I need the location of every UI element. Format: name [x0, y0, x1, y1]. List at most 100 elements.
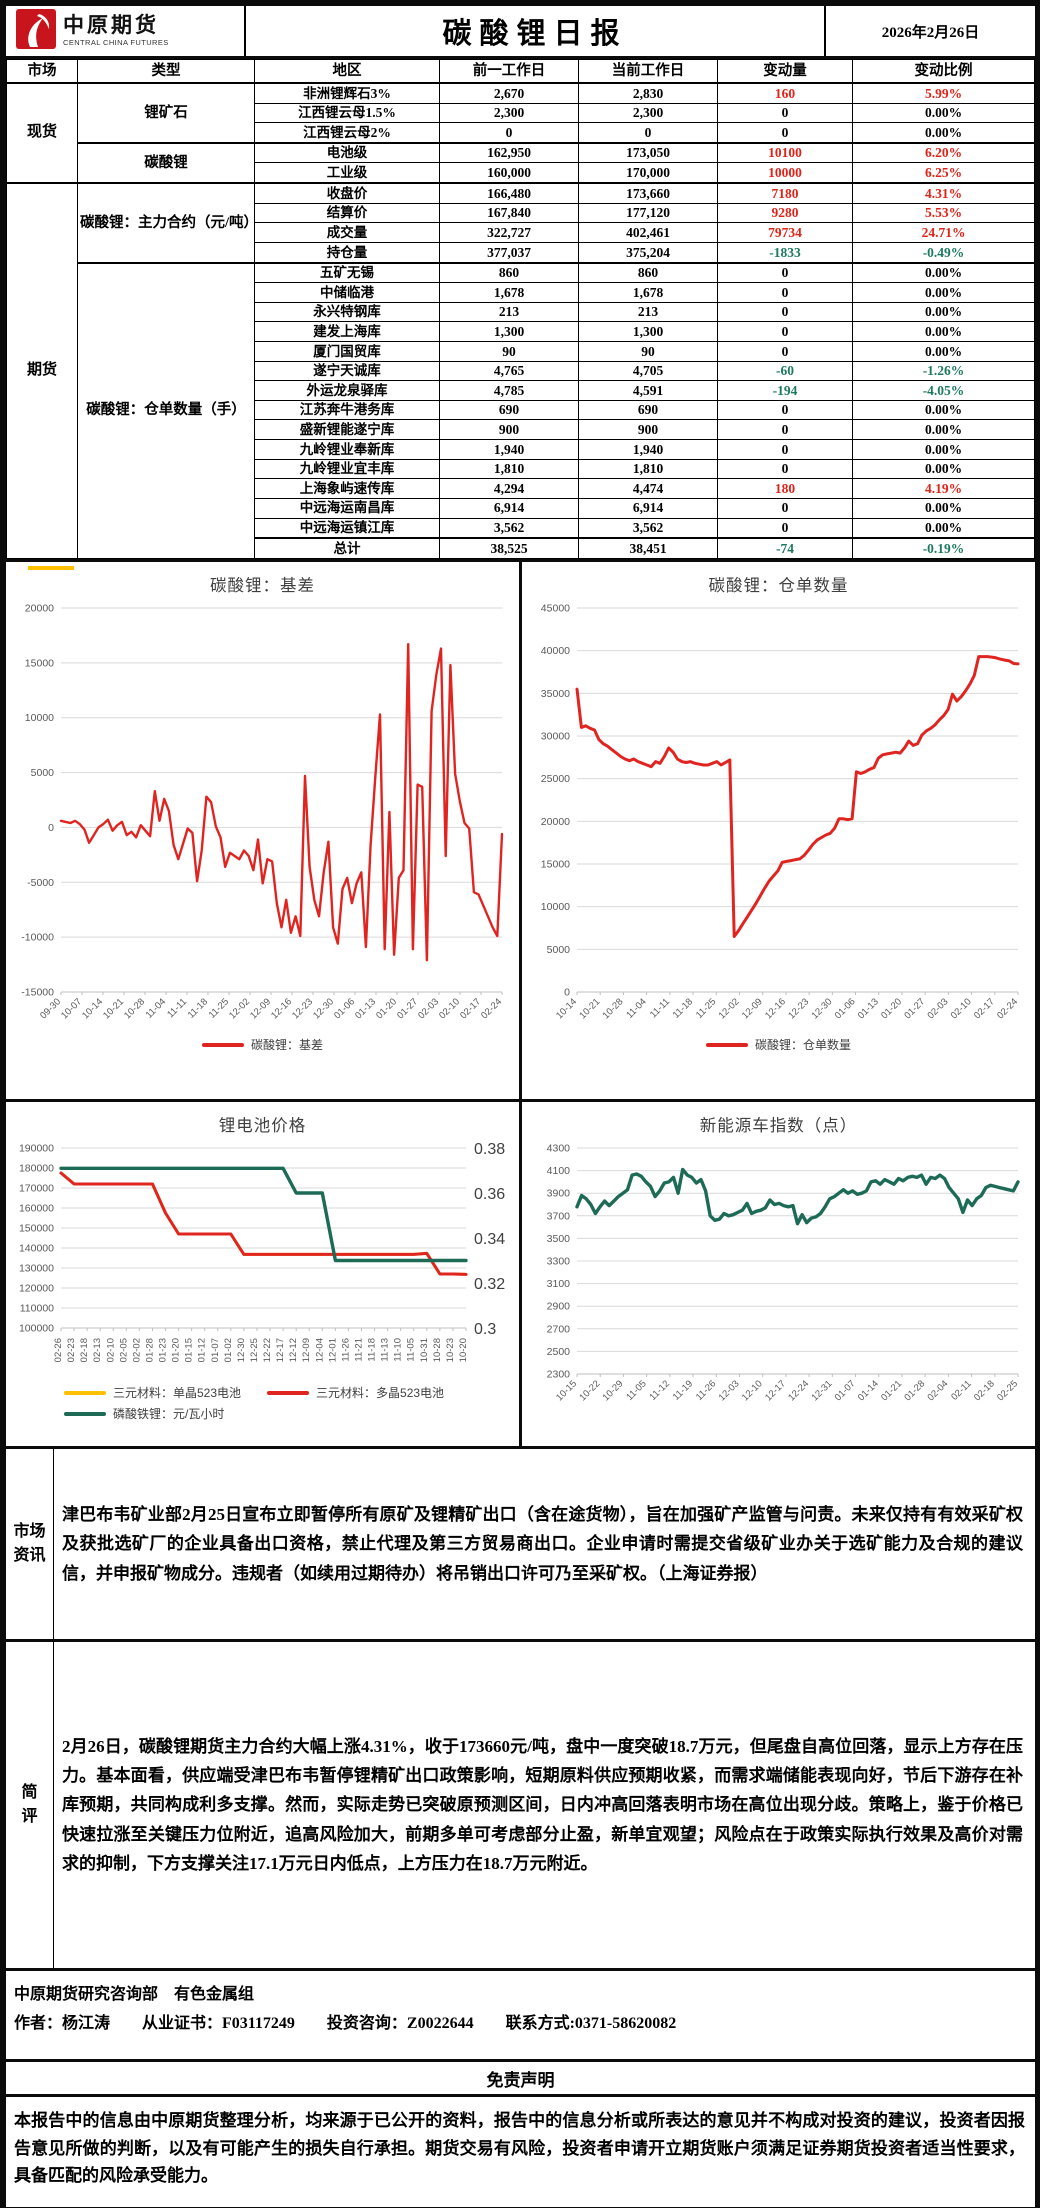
ratio-cell: 4.31%	[852, 182, 1035, 204]
type-cell: 碳酸锂：主力合约（元/吨）	[77, 182, 258, 264]
report-table-body: 现货 锂矿石 非洲锂辉石3% 2,670 2,830 160 5.99% 江西锂云母1.5% 2…	[6, 82, 1035, 559]
legend-line-swatch	[64, 1390, 106, 1395]
change-cell: 0	[717, 321, 853, 343]
col-header-region: 地区	[254, 59, 440, 84]
svg-text:01-12: 01-12	[197, 1338, 208, 1362]
svg-text:11-25: 11-25	[207, 996, 231, 1020]
svg-text:02-10: 02-10	[949, 996, 974, 1021]
legend-item: 磷酸铁锂：元/瓦小时	[64, 1405, 224, 1422]
svg-text:20000: 20000	[541, 816, 570, 828]
svg-text:01-07: 01-07	[833, 1378, 858, 1403]
svg-text:4300: 4300	[547, 1143, 571, 1155]
series-line	[59, 643, 504, 962]
report-footer: 中原期货研究咨询部 有色金属组 作者：杨江涛 从业证书：F03117249 投资…	[6, 1971, 1035, 2059]
chart-panel-basis: 碳酸锂：基差 -15000 -10000 -5000 0 5000 10000 15000 20…	[6, 562, 519, 1099]
page-title: 碳酸锂日报	[246, 6, 826, 56]
series-line	[575, 1167, 1020, 1226]
svg-text:0: 0	[564, 987, 570, 999]
chart-panel-warrants: 碳酸锂：仓单数量 0 5000 10000 15000 20000 25000 30000 35…	[522, 562, 1035, 1099]
prev-value-cell: 1,940	[439, 439, 579, 460]
svg-text:11-26: 11-26	[694, 1378, 718, 1402]
region-cell: 成交量	[254, 222, 440, 243]
region-cell: 中储临港	[254, 282, 440, 303]
svg-text:10-28: 10-28	[601, 996, 626, 1021]
prev-value-cell: 2,670	[439, 82, 579, 104]
svg-text:12-16: 12-16	[269, 996, 294, 1021]
ratio-cell: 0.00%	[852, 261, 1035, 284]
svg-text:09-30: 09-30	[38, 996, 63, 1021]
company-name-en: CENTRAL CHINA FUTURES	[63, 38, 169, 48]
curr-value-cell: 170,000	[578, 162, 718, 184]
table-row: 碳酸锂：仓单数量（手） 五矿无锡 860 860 0 0.00%	[7, 261, 1035, 559]
chart-title: 碳酸锂：基差	[210, 577, 315, 595]
change-cell: 0	[717, 517, 853, 539]
svg-text:2300: 2300	[547, 1369, 571, 1381]
svg-text:11-04: 11-04	[624, 996, 648, 1020]
svg-text:12-03: 12-03	[717, 1378, 742, 1403]
chart-title: 新能源车指数（点）	[699, 1117, 858, 1135]
svg-text:12-10: 12-10	[740, 1378, 765, 1403]
svg-text:12-17: 12-17	[763, 1378, 788, 1403]
chart-panel-battery-price: 锂电池价格 100000 110000 120000 130000 140000 15000…	[6, 1102, 519, 1446]
table-row: 盛新锂能遂宁库 900 900 0 0.00%	[7, 419, 1035, 441]
svg-text:140000: 140000	[19, 1243, 54, 1255]
curr-value-cell: 4,705	[578, 360, 718, 382]
svg-text:02-13: 02-13	[92, 1338, 103, 1362]
curr-value-cell: 213	[578, 301, 718, 323]
ratio-cell: 0.00%	[852, 419, 1035, 441]
svg-text:11-05: 11-05	[406, 1338, 417, 1362]
svg-text:-15000: -15000	[21, 987, 54, 999]
type-cell: 碳酸锂：仓单数量（手）	[77, 261, 255, 559]
research-dept-line: 中原期货研究咨询部 有色金属组	[14, 1986, 255, 2003]
svg-text:12-01: 12-01	[327, 1338, 338, 1362]
table-row: 碳酸锂 电池级 162,950 173,050 10100 6.20%	[7, 141, 1035, 184]
svg-text:12-09: 12-09	[301, 1338, 312, 1362]
svg-text:02-05: 02-05	[118, 1338, 129, 1362]
svg-text:10-23: 10-23	[445, 1338, 456, 1362]
svg-text:10-20: 10-20	[458, 1338, 469, 1362]
change-cell: 180	[717, 478, 853, 499]
market-cell: 期货	[6, 182, 78, 559]
chart-title: 碳酸锂：仓单数量	[708, 577, 849, 595]
svg-text:12-09: 12-09	[740, 996, 765, 1021]
market-cell: 现货	[6, 82, 78, 184]
curr-value-cell: 900	[578, 419, 718, 441]
ratio-cell: 0.00%	[852, 282, 1035, 303]
ratio-cell: 0.00%	[852, 301, 1035, 323]
svg-text:10-14: 10-14	[554, 996, 579, 1021]
brief-comment-label: 简评	[6, 1642, 54, 1968]
col-header-ratio: 变动比例	[852, 59, 1035, 84]
table-row: 遂宁天诚库 4,765 4,705 -60 -1.26%	[7, 360, 1035, 382]
svg-text:01-14: 01-14	[856, 1378, 881, 1403]
table-row: 永兴特钢库 213 213 0 0.00%	[7, 301, 1035, 323]
curr-value-cell: 375,204	[578, 241, 718, 264]
prev-value-cell: 160,000	[439, 162, 579, 184]
curr-value-cell: 6,914	[578, 497, 718, 519]
prev-value-cell: 1,678	[439, 282, 579, 303]
table-row: 江苏奔牛港务库 690 690 0 0.00%	[7, 399, 1035, 421]
region-cell: 工业级	[254, 162, 440, 184]
ratio-cell: 0.00%	[852, 102, 1035, 124]
svg-text:02-03: 02-03	[926, 996, 951, 1021]
svg-text:12-22: 12-22	[262, 1338, 273, 1362]
svg-text:0.36: 0.36	[474, 1186, 505, 1203]
table-row: 上海象屿速传库 4,294 4,474 180 4.19%	[7, 478, 1035, 499]
svg-text:11-25: 11-25	[694, 996, 718, 1020]
region-cell: 厦门国贸库	[254, 341, 440, 362]
curr-value-cell: 2,300	[578, 102, 718, 124]
svg-text:02-26: 02-26	[53, 1338, 64, 1362]
svg-text:10-14: 10-14	[80, 996, 105, 1021]
svg-text:01-20: 01-20	[171, 1338, 182, 1362]
svg-text:10-21: 10-21	[577, 996, 602, 1021]
region-cell: 九岭锂业宜丰库	[254, 458, 440, 480]
svg-text:01-15: 01-15	[184, 1338, 195, 1362]
ratio-cell: 6.25%	[852, 162, 1035, 184]
table-row: 期货 碳酸锂：主力合约（元/吨） 收盘价 166,480 173,660 7180 4.31…	[6, 182, 1035, 559]
curr-value-cell: 177,120	[578, 202, 718, 224]
svg-text:02-25: 02-25	[995, 1378, 1020, 1403]
chart-legend: 三元材料：单晶523电池 三元材料：多晶523电池 磷酸铁锂：元/瓦小时	[6, 1384, 519, 1426]
svg-text:5000: 5000	[31, 767, 55, 779]
prev-value-cell: 4,785	[439, 380, 579, 401]
legend-line-swatch	[267, 1390, 310, 1395]
author-line: 作者：杨江涛 从业证书：F03117249 投资咨询：Z0022644 联系方式…	[14, 2014, 677, 2032]
